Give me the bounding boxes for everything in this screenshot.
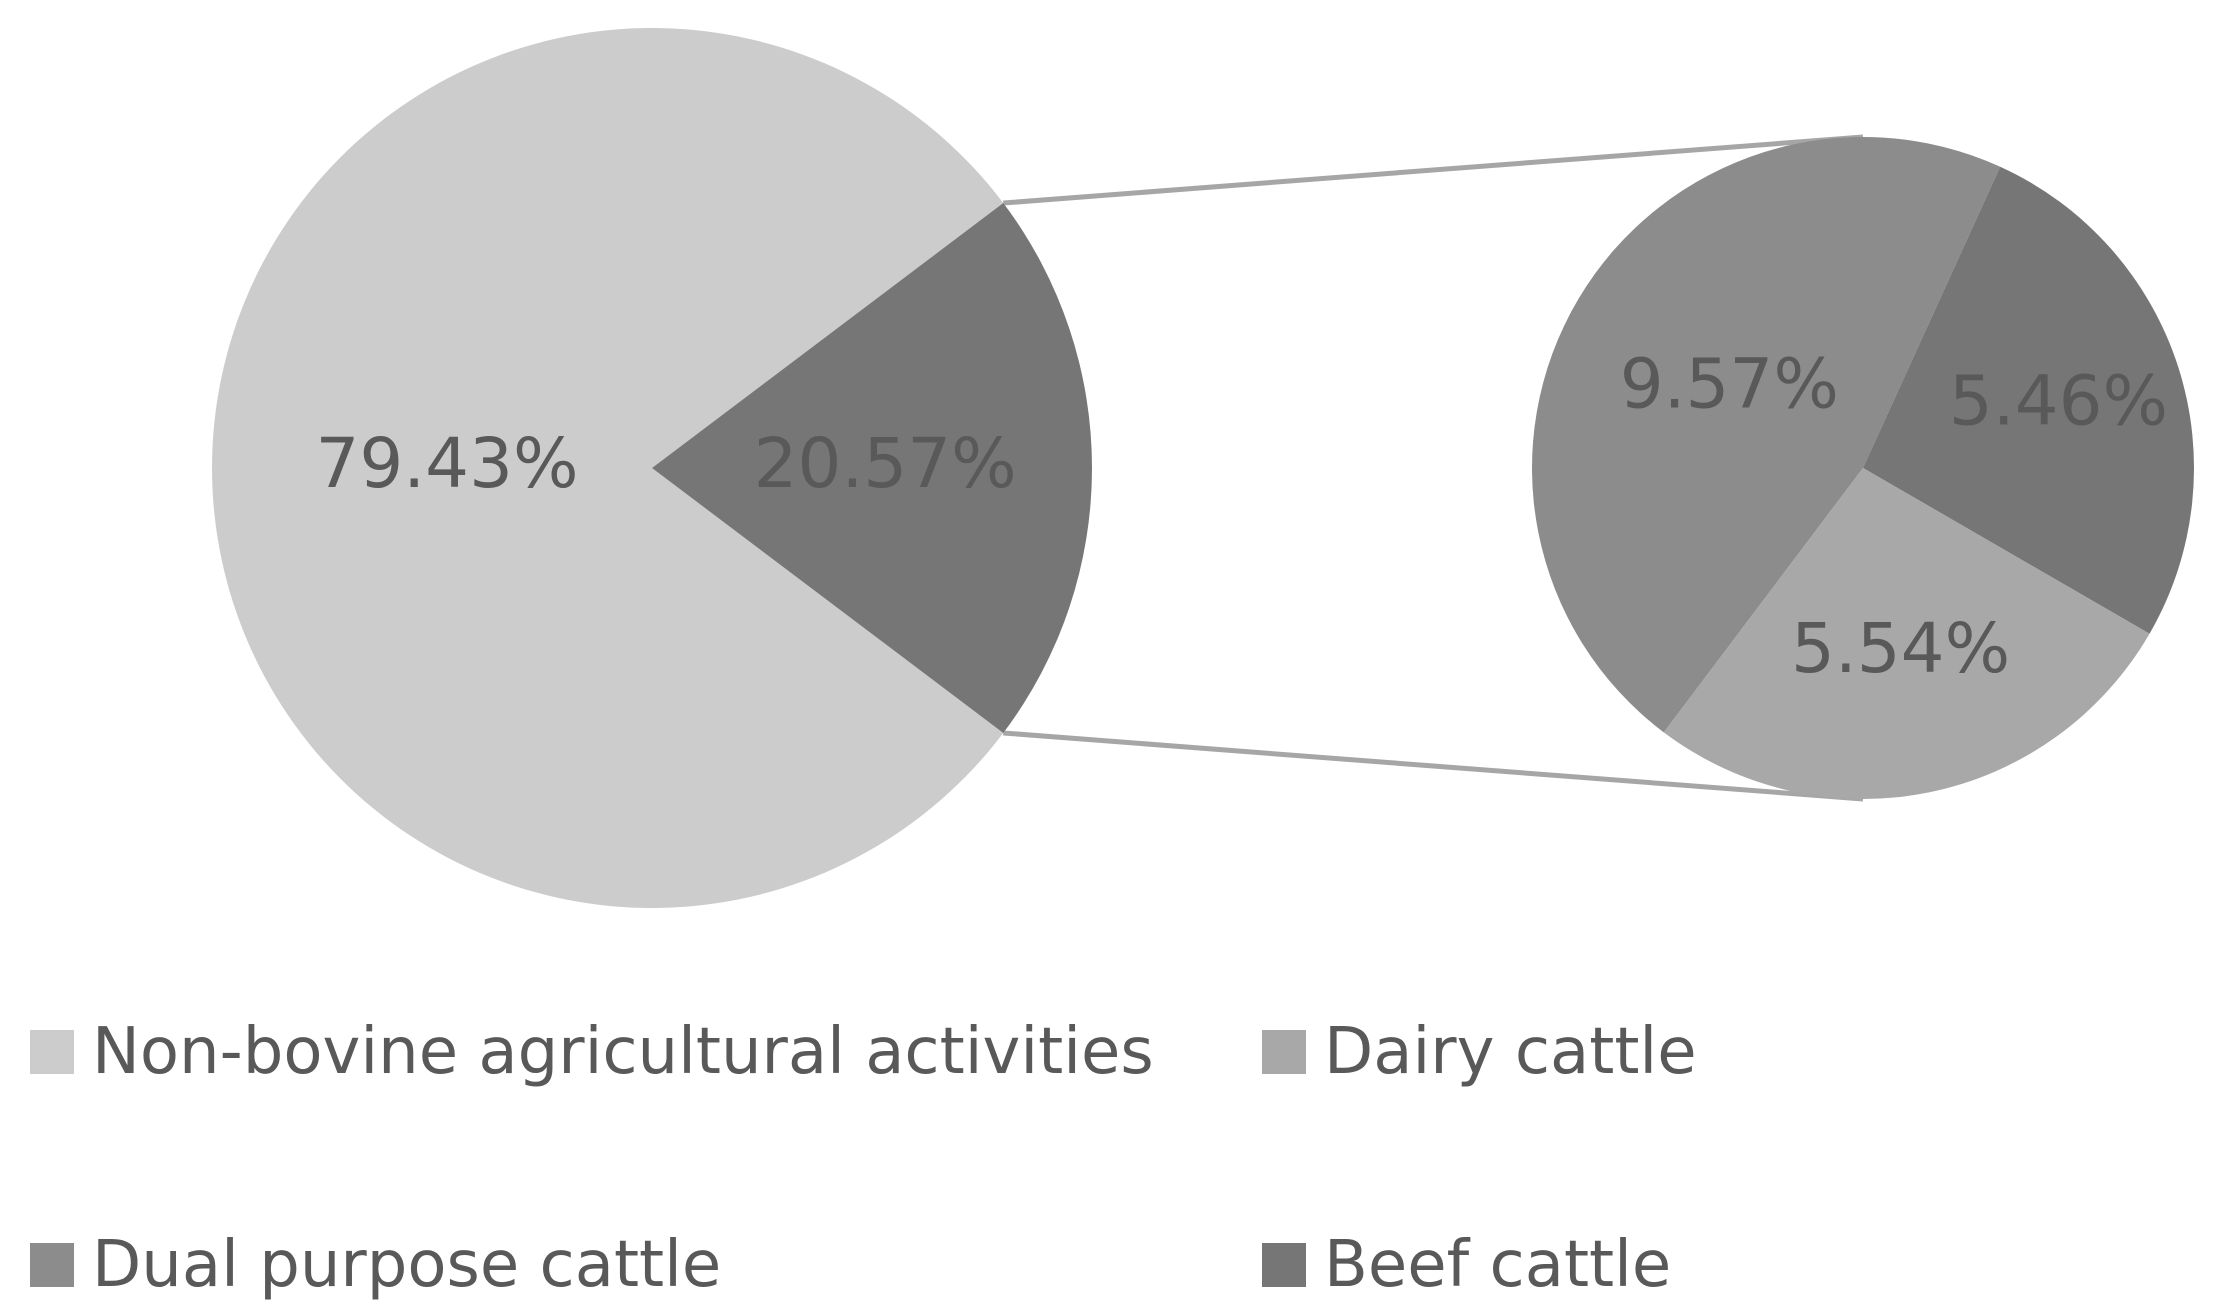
label-cattle-combined: 20.57% — [754, 424, 1017, 504]
slice-labels: 79.43% 20.57% 9.57% 5.46% 5.54% — [315, 345, 2168, 689]
slice-dual-purpose-cattle — [1531, 137, 2001, 733]
label-non-bovine-agricultural-activities: 79.43% — [315, 424, 578, 504]
connector-lines — [1003, 134, 1864, 802]
slice-cattle-combined — [652, 203, 1093, 733]
label-dual-purpose-cattle: 9.57% — [1620, 345, 1839, 425]
connector-line-top — [1003, 134, 1864, 206]
slice-non-bovine-agricultural-activities — [212, 27, 1004, 908]
label-beef-cattle: 5.46% — [1949, 362, 2168, 442]
slice-beef-cattle — [1863, 166, 2195, 634]
secondary-pie — [1531, 137, 2195, 800]
primary-pie — [212, 27, 1093, 908]
slice-dairy-cattle — [1663, 468, 2150, 800]
connector-line-bottom — [1003, 730, 1864, 802]
label-dairy-cattle: 5.54% — [1791, 609, 2010, 689]
